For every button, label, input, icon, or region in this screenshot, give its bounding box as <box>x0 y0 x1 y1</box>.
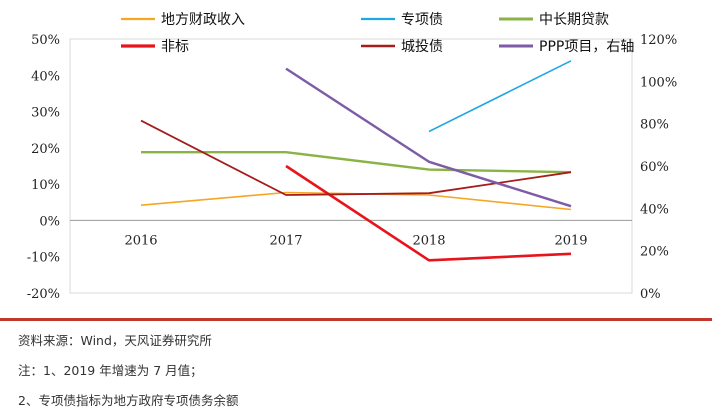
right-tick-label: 120% <box>640 33 677 48</box>
source-note: 资料来源：Wind，天风证券研究所 <box>18 333 212 348</box>
series-line <box>285 164 572 262</box>
series-lines <box>140 60 572 262</box>
left-tick-label: -10% <box>27 251 60 266</box>
series-line <box>428 60 572 133</box>
legend-label: 非标 <box>161 39 189 55</box>
right-tick-label: 20% <box>640 245 669 260</box>
left-tick-label: 30% <box>31 106 60 121</box>
footer-divider <box>0 318 712 321</box>
legend-label: PPP项目，右轴 <box>539 39 634 55</box>
x-tick-label: 2017 <box>269 233 302 248</box>
legend-label: 中长期贷款 <box>539 12 609 28</box>
right-tick-label: 80% <box>640 118 669 133</box>
legend-label: 地方财政收入 <box>161 12 245 28</box>
note-2: 2、专项债指标为地方政府专项债务余额 <box>18 393 239 408</box>
series-line <box>141 150 572 174</box>
right-tick-label: 40% <box>640 202 669 217</box>
plot-frame <box>69 38 633 294</box>
right-tick-label: 100% <box>640 75 677 90</box>
right-tick-label: 60% <box>640 160 669 175</box>
left-tick-label: 0% <box>39 214 60 229</box>
right-tick-label: 0% <box>640 287 661 302</box>
left-tick-label: 10% <box>31 178 60 193</box>
line-chart: -20% -10% 0% 10% 20% 30% 40% 50% 0% 20% 40% 60% 80% 1… <box>27 12 677 302</box>
axes: -20% -10% 0% 10% 20% 30% 40% 50% 0% 20% 40% 60% 80% 1… <box>27 33 677 302</box>
series-line <box>285 67 572 208</box>
note-1: 注：1、2019 年增速为 7 月值； <box>18 363 203 378</box>
left-tick-label: 50% <box>31 33 60 48</box>
left-tick-label: -20% <box>27 287 60 302</box>
x-tick-label: 2016 <box>124 233 157 248</box>
x-tick-label: 2018 <box>412 233 445 248</box>
left-tick-label: 40% <box>31 69 60 84</box>
x-tick-label: 2019 <box>554 233 587 248</box>
legend-label: 专项债 <box>401 12 443 28</box>
series-line <box>140 191 572 211</box>
series-line <box>140 119 572 196</box>
legend-label: 城投债 <box>401 39 443 55</box>
gridlines <box>69 38 633 294</box>
left-tick-label: 20% <box>31 142 60 157</box>
